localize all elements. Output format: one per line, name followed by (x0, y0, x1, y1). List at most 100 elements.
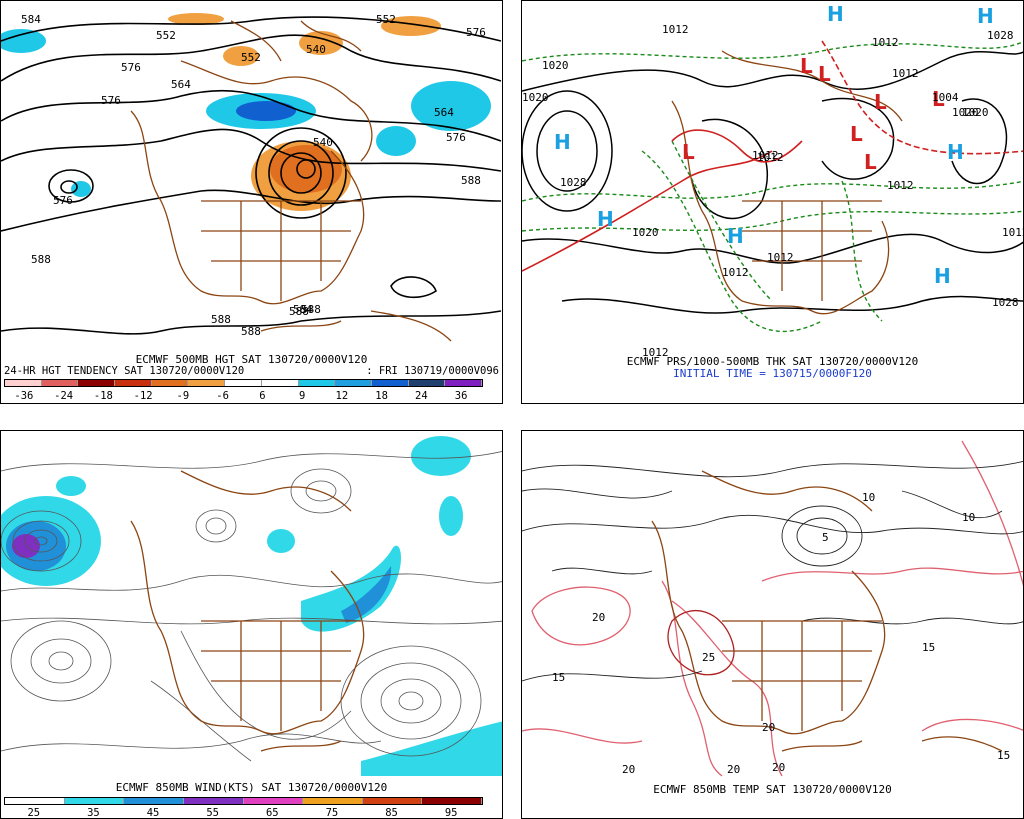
panel-850mb-wind[interactable]: ECMWF 850MB WIND(KTS) SAT 130720/0000V12… (0, 430, 503, 819)
contour-label: 576 (53, 194, 73, 207)
pressure-label: 1020 (632, 226, 659, 239)
temperature-label: 10 (862, 491, 875, 504)
temperature-label: 15 (552, 671, 565, 684)
wind-speed-colorbar-tick: 75 (325, 807, 339, 819)
wind-speed-colorbar-swatch (124, 798, 184, 804)
contour-label: 540 (313, 136, 333, 149)
panel-850mb-temperature[interactable]: 20 20 15 15 20 20 25 20 15 10 10 5 ECMWF… (521, 430, 1024, 819)
contour-label: 588 (241, 325, 261, 338)
contour-label: 576 (121, 61, 141, 74)
pressure-label: 1020 (542, 59, 569, 72)
wind-speed-colorbar-swatch (64, 798, 125, 804)
wind-speed-area (439, 496, 463, 536)
contour-label: 564 (171, 78, 191, 91)
low-pressure-center: L (818, 62, 831, 86)
tendency-colorbar-tick: -36 (14, 390, 34, 402)
pressure-label: 1012 (767, 251, 794, 264)
wind-speed-shading (1, 436, 502, 776)
temperature-label: 20 (592, 611, 605, 624)
tendency-colorbar-tick: 6 (259, 390, 266, 402)
contour-labels: 584 552 552 540 576 564 540 576 588 576 … (21, 13, 486, 338)
high-pressure-center: H (554, 130, 571, 154)
panel-pressure-thickness[interactable]: H H H H H H H L L L L L L L 1012 1012 10… (521, 0, 1024, 404)
low-pressure-center: L (850, 122, 863, 146)
tendency-colorbar-tick: -9 (176, 390, 190, 402)
low-pressure-centers: L L L L L L L (682, 54, 945, 174)
tendency-colorbar (4, 379, 483, 387)
tendency-colorbar-tick: 12 (335, 390, 349, 402)
tendency-colorbar-tick: 18 (375, 390, 388, 402)
wind-speed-area (301, 545, 401, 632)
contour-label: 552 (156, 29, 176, 42)
high-pressure-center: H (947, 140, 964, 164)
wind-speed-colorbar-ticks: 25 35 45 55 65 75 85 95 (4, 807, 481, 819)
pressure-label: 1012 (1002, 226, 1024, 239)
fronts (522, 40, 1023, 272)
temperature-label: 20 (762, 721, 775, 734)
panel-caption: ECMWF 850MB WIND(KTS) SAT 130720/0000V12… (115, 781, 388, 794)
initial-time-caption: INITIAL TIME = 130715/0000F120 (673, 367, 872, 380)
contour-label: 588 (289, 305, 309, 318)
pressure-label: 1020 (962, 106, 989, 119)
warm-isotherms (522, 440, 1023, 777)
high-pressure-center: H (827, 2, 844, 26)
pressure-label: 1028 (987, 29, 1014, 42)
contour-label: 564 (434, 106, 454, 119)
contour-label: 588 (31, 253, 51, 266)
panel-caption: ECMWF PRS/1000-500MB THK SAT 130720/0000… (626, 355, 919, 368)
pressure-label: 1020 (522, 91, 549, 104)
contour-label: 552 (376, 13, 396, 26)
tendency-colorbar-tick: -18 (93, 390, 113, 402)
wind-speed-colorbar-swatch (5, 798, 65, 804)
pressure-label: 1012 (752, 149, 779, 162)
high-pressure-center: H (597, 207, 614, 231)
temperature-labels: 20 20 15 15 20 20 25 20 15 10 10 5 (552, 491, 1010, 776)
contour-label: 576 (446, 131, 466, 144)
low-pressure-center: L (864, 150, 877, 174)
low-pressure-center: L (800, 54, 813, 78)
wind-speed-colorbar-tick: 25 (27, 807, 41, 819)
contour-label: 588 (461, 174, 481, 187)
hot-isotherms (667, 610, 735, 676)
pressure-label: 1004 (932, 91, 959, 104)
contour-label: 584 (21, 13, 41, 26)
pressure-label: 1028 (560, 176, 587, 189)
low-pressure-center: L (874, 90, 887, 114)
wind-speed-colorbar-swatch (183, 798, 244, 804)
pressure-label: 1012 (662, 23, 689, 36)
high-pressure-centers: H H H H H H H (554, 2, 994, 288)
panel-500mb-height[interactable]: 584 552 552 540 576 564 540 576 588 576 … (0, 0, 503, 404)
tendency-colorbar-swatch (371, 380, 409, 386)
contour-label: 552 (241, 51, 261, 64)
positive-tendency-area (1, 29, 46, 53)
tendency-colorbar-swatch (408, 380, 446, 386)
tendency-subcaption: 24-HR HGT TENDENCY SAT 130720/0000V120 (4, 365, 245, 377)
tendency-colorbar-tick: -12 (133, 390, 153, 402)
high-pressure-center: H (977, 4, 994, 28)
tendency-colorbar-ticks: -36 -24 -18 -12 -9 -6 6 9 12 18 24 36 (4, 390, 481, 402)
contour-label: 576 (101, 94, 121, 107)
wind-speed-core (341, 566, 392, 623)
pressure-label: 1012 (757, 151, 784, 164)
tendency-colorbar-swatch (261, 380, 299, 386)
wind-speed-colorbar-tick: 95 (444, 807, 458, 819)
contour-label: 584 (293, 303, 313, 316)
tendency-colorbar-tick: -6 (216, 390, 229, 402)
wind-speed-area (56, 476, 86, 496)
wind-speed-core (12, 534, 40, 558)
temperature-label: 20 (727, 763, 740, 776)
wind-speed-area (411, 436, 471, 476)
height-contours (1, 16, 502, 335)
tendency-colorbar-tick: 36 (454, 390, 468, 402)
streamlines (1, 451, 502, 762)
wind-speed-colorbar-tick: 65 (265, 807, 279, 819)
panel-caption: ECMWF 850MB TEMP SAT 130720/0000V120 (653, 783, 892, 796)
temperature-label: 10 (962, 511, 975, 524)
positive-tendency-area (71, 181, 91, 197)
temperature-label: 15 (997, 749, 1010, 762)
tendency-colorbar-tick: 24 (415, 390, 428, 402)
wind-speed-area (361, 721, 502, 776)
tendency-colorbar-swatch (41, 380, 79, 386)
low-pressure-center: L (932, 87, 945, 111)
tendency-subcaption-right: : FRI 130719/0000V096 (366, 365, 499, 377)
